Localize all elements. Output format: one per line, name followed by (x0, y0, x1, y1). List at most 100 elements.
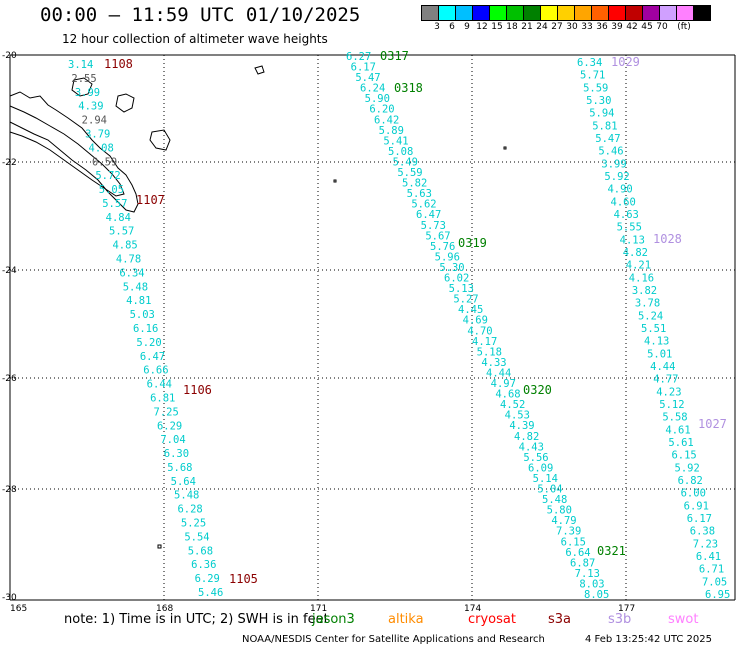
wave-height-value: 6.95 (705, 589, 730, 601)
lon-label: 174 (464, 604, 481, 614)
wave-height-value: 4.52 (500, 399, 525, 411)
wave-height-value: 7.05 (702, 576, 727, 588)
wave-height-value: 5.81 (592, 120, 617, 132)
wave-height-value: 5.24 (638, 310, 663, 322)
color-scale-unit: (ft) (677, 22, 691, 32)
wave-height-value: 7.23 (693, 538, 718, 550)
wave-height-value: 6.29 (195, 573, 220, 585)
wave-height-value: 6.17 (351, 62, 376, 74)
map-title: 00:00 – 11:59 UTC 01/10/2025 (40, 4, 361, 26)
wave-height-value: 5.30 (439, 262, 464, 274)
satellite-legend-altika: altika (388, 612, 424, 627)
wave-height-value: 4.53 (505, 410, 530, 422)
wave-height-value: 5.67 (425, 230, 450, 242)
track-1108-1105: 3.14 2.55 3.99 4.39 2.943.79 4.08 0.59 5.72 5.05… (68, 59, 223, 599)
wave-height-value: 5.71 (580, 70, 605, 82)
wave-height-value: 6.29 (157, 420, 182, 432)
wave-height-value: 5.48 (542, 494, 567, 506)
wave-height-value: 5.47 (595, 133, 620, 145)
pass-label: 0320 (523, 383, 552, 397)
wave-height-value: 5.59 (397, 167, 422, 179)
pass-label: 0321 (597, 544, 626, 558)
wave-height-value: 5.25 (181, 518, 206, 530)
wave-height-value: 5.18 (477, 346, 502, 358)
wave-height-value: 4.44 (486, 367, 511, 379)
wave-height-value: 5.12 (659, 399, 684, 411)
wave-height-value: 4.16 (629, 272, 654, 284)
wave-height-value: 4.63 (614, 209, 639, 221)
wave-height-value: 5.47 (355, 72, 380, 84)
track-0317-0321: 6.276.175.476.245.906.206.425.895.415.08… (346, 51, 609, 601)
wave-height-value: 6.81 (150, 392, 175, 404)
wave-height-value: 6.36 (191, 559, 216, 571)
satellite-legend-s3b: s3b (608, 612, 632, 627)
wave-height-value: 4.84 (106, 212, 131, 224)
color-swatch (693, 5, 711, 21)
wave-height-value: 5.14 (533, 473, 558, 485)
wave-height-value: 5.48 (174, 490, 199, 502)
pass-label: 1028 (653, 232, 682, 246)
wave-height-value: 6.71 (699, 564, 724, 576)
wave-height-value: 4.43 (519, 441, 544, 453)
wave-height-value: 4.70 (467, 325, 492, 337)
wave-height-value: 5.59 (583, 82, 608, 94)
wave-height-value: 4.23 (656, 386, 681, 398)
wave-height-value: 6.47 (416, 209, 441, 221)
color-scale-tick: 9 (464, 22, 470, 32)
color-scale-tick: 12 (476, 22, 488, 32)
satellite-legend-s3a: s3a (548, 612, 572, 627)
wave-height-value: 6.34 (577, 57, 602, 69)
color-scale-tick: 21 (521, 22, 533, 32)
color-scale-tick: 15 (491, 22, 503, 32)
pass-label: 1108 (104, 57, 133, 71)
wave-height-value: 4.97 (491, 378, 516, 390)
wave-height-value: 4.85 (112, 240, 137, 252)
wave-height-value: 7.04 (160, 434, 185, 446)
wave-height-value: 5.54 (184, 531, 209, 543)
wave-height-value: 4.13 (620, 234, 645, 246)
wave-height-value: 4.90 (607, 184, 632, 196)
wave-height-value: 5.68 (167, 462, 192, 474)
lat-label: -22 (2, 158, 17, 168)
wave-height-value: 2.94 (82, 115, 107, 127)
pass-label: 1027 (698, 417, 727, 431)
wave-height-value: 5.04 (537, 484, 562, 496)
wave-height-value: 3.14 (68, 59, 93, 71)
wave-height-value: 3.82 (632, 285, 657, 297)
wave-height-value: 3.99 (75, 87, 100, 99)
wave-height-value: 5.41 (383, 135, 408, 147)
wave-height-value: 6.87 (570, 557, 595, 569)
wave-height-value: 6.34 (119, 267, 144, 279)
lat-label: -24 (2, 266, 17, 276)
pass-label: 1107 (136, 193, 165, 207)
pass-label: 1106 (183, 383, 212, 397)
wave-height-value: 5.27 (453, 294, 478, 306)
satellite-legend-swot: swot (668, 612, 699, 627)
wave-height-value: 5.92 (675, 462, 700, 474)
wave-height-value: 4.13 (644, 336, 669, 348)
lat-label: -20 (2, 51, 17, 61)
wave-height-value: 6.41 (696, 551, 721, 563)
credit-line: NOAA/NESDIS Center for Satellite Applica… (242, 634, 545, 645)
wave-height-value: 8.05 (584, 589, 609, 601)
wave-height-value: 4.21 (626, 260, 651, 272)
wave-height-value: 5.51 (641, 323, 666, 335)
wave-height-value: 4.08 (89, 142, 114, 154)
wave-height-value: 6.24 (360, 83, 385, 95)
wave-height-value: 4.39 (78, 101, 103, 113)
lat-label: -26 (2, 374, 17, 384)
wave-height-value: 5.76 (430, 241, 455, 253)
pass-labels: 1108 1107 1106 1105 0317 0318 0319 0320 0321 1029… (104, 49, 727, 586)
wave-height-value: 5.89 (379, 125, 404, 137)
wave-height-value: 3.79 (85, 128, 110, 140)
lon-label: 171 (310, 604, 327, 614)
color-scale-tick: 3 (434, 22, 440, 32)
wave-height-value: 5.05 (99, 184, 124, 196)
wave-height-value: 6.15 (671, 450, 696, 462)
wave-height-value: 6.66 (143, 365, 168, 377)
wave-height-value: 4.61 (665, 424, 690, 436)
wave-height-value: 5.62 (411, 199, 436, 211)
wave-height-value: 6.16 (133, 323, 158, 335)
pass-label: 0319 (458, 236, 487, 250)
